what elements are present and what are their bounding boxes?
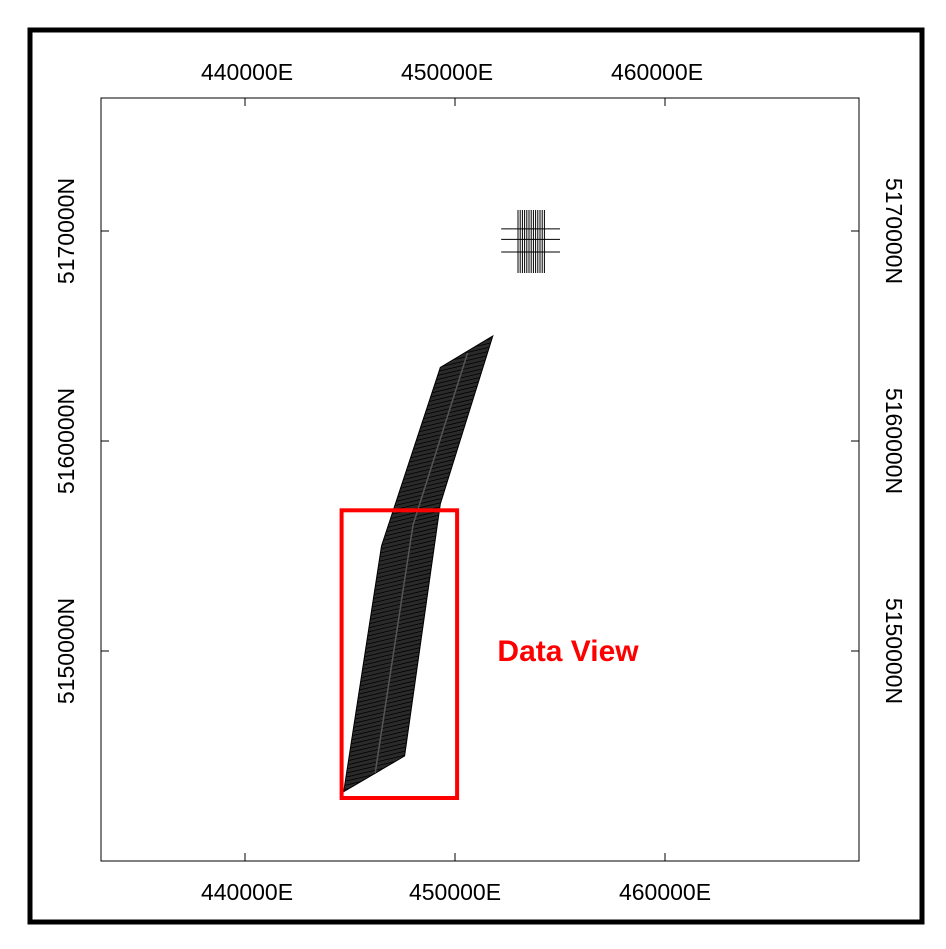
x-tick-label-top-2: 450000E bbox=[401, 59, 493, 85]
y-tick-label-right-2: 5160000N bbox=[881, 388, 907, 494]
x-tick-label-bottom-1: 440000E bbox=[201, 879, 293, 905]
y-tick-label-right-3: 5150000N bbox=[881, 598, 907, 704]
y-tick-label-left-1: 5170000N bbox=[53, 178, 79, 284]
y-tick-label-left-3: 5150000N bbox=[53, 598, 79, 704]
data-view-highlight-box bbox=[339, 508, 460, 800]
y-tick-label-right-1: 5170000N bbox=[881, 178, 907, 284]
x-axis-top-labels: 440000E 450000E 460000E bbox=[201, 59, 703, 85]
x-tick-label-bottom-2: 450000E bbox=[409, 879, 501, 905]
y-tick-label-left-2: 5160000N bbox=[53, 388, 79, 494]
y-axis-left-labels: 5170000N 5160000N 5150000N bbox=[53, 178, 79, 704]
data-view-label: Data View bbox=[497, 635, 639, 668]
x-tick-label-top-1: 440000E bbox=[201, 59, 293, 85]
x-tick-label-top-3: 460000E bbox=[611, 59, 703, 85]
y-axis-right-labels: 5170000N 5160000N 5150000N bbox=[881, 178, 907, 704]
plot-area-border bbox=[100, 97, 860, 862]
x-axis-bottom-labels: 440000E 450000E 460000E bbox=[201, 879, 711, 905]
small-survey-block bbox=[501, 210, 560, 273]
main-tie-line bbox=[374, 352, 469, 773]
axis-ticks bbox=[101, 98, 859, 861]
x-tick-label-bottom-3: 460000E bbox=[619, 879, 711, 905]
outer-frame bbox=[27, 27, 925, 925]
